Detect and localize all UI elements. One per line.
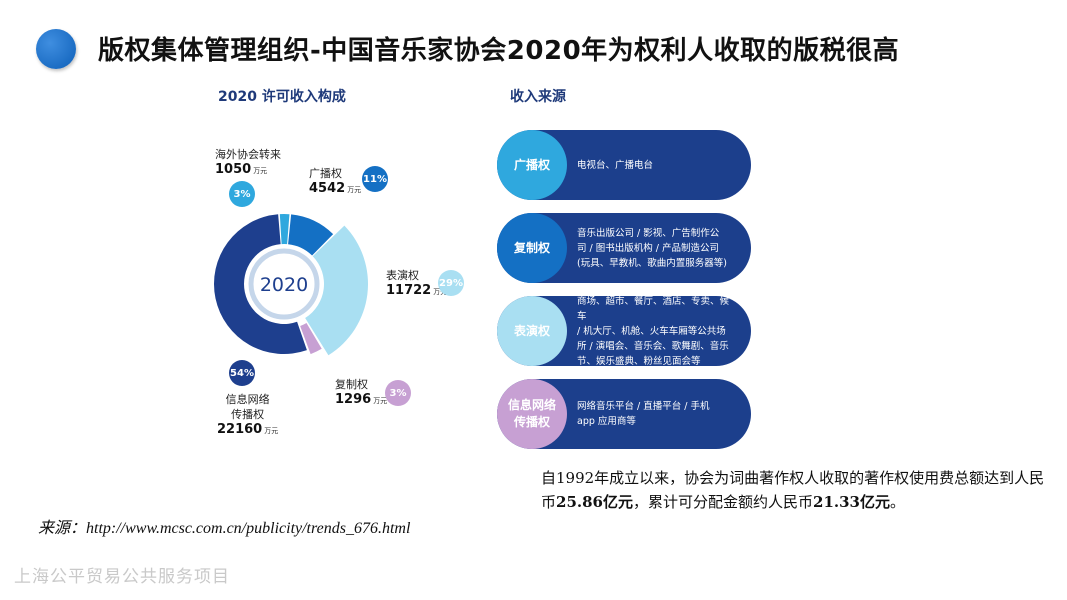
source-row-performance: 表演权 商场、超市、餐厅、酒店、专卖、候车 / 机大厅、机舱、火车车厢等公共场 … [497,295,751,367]
donut-chart: 2020 [213,214,368,356]
pie-slice [288,214,334,256]
label-broadcast-unit: 万元 [347,186,362,194]
source-network-name-2: 传播权 [513,415,550,429]
source-copy-line: (玩具、早教机、歌曲内置服务器等) [577,257,727,269]
label-overseas-name: 海外协会转来 [215,148,281,161]
footer-watermark: 上海公平贸易公共服务项目 [14,567,230,587]
source-copy-text: 音乐出版公司 / 影视、广告制作公 司 / 图书出版机构 / 产品制造公司 (玩… [577,213,737,283]
label-copy-unit: 万元 [373,397,388,405]
label-copy: 复制权 1296 万元 [335,377,387,409]
source-performance-line: / 机大厅、机舱、火车车厢等公共场 [577,325,726,337]
note-amount-distributable: 21.33亿元 [813,493,890,511]
note-mid: ，累计可分配金额约人民币 [633,493,814,511]
badge-copy: 3% [385,380,411,406]
source-performance-text: 商场、超市、餐厅、酒店、专卖、候车 / 机大厅、机舱、火车车厢等公共场 所 / … [577,295,737,367]
note-pre: 自1992年成立以来，协会为词曲著作权人收取的著作权使用费总额达到人民币 [541,469,1045,511]
source-broadcast-circle: 广播权 [497,130,567,200]
badge-broadcast: 11% [362,166,388,192]
label-overseas-value: 1050 [215,162,252,177]
source-citation: 来源：http://www.mcsc.com.cn/publicity/tren… [38,520,411,537]
label-broadcast: 广播权 4542 万元 [309,166,361,198]
label-network-name-1: 信息网络 [225,393,270,406]
source-row-network: 信息网络 传播权 网络音乐平台 / 直播平台 / 手机 app 应用商等 [497,379,751,449]
pie-slice [279,214,290,245]
label-broadcast-name: 广播权 [309,167,342,180]
label-broadcast-value: 4542 [309,181,346,196]
source-performance-line: 节、娱乐盛典、粉丝见面会等 [577,355,701,367]
donut-center-ring [248,248,320,320]
source-performance-line: 商场、超市、餐厅、酒店、专卖、候车 [577,295,730,322]
source-row-broadcast: 广播权 电视台、广播电台 [497,130,751,200]
label-network-value: 22160 [217,422,263,437]
pie-slice [300,322,322,355]
pie-slice [305,225,368,356]
donut-center-label: 2020 [260,274,308,296]
source-broadcast-line: 电视台、广播电台 [577,159,654,171]
label-performance-unit: 万元 [433,288,448,296]
source-network-line: 网络音乐平台 / 直播平台 / 手机 [577,401,710,412]
label-overseas: 海外协会转来 1050 万元 [215,147,281,179]
label-network: 信息网络 传播权 22160 万元 [217,392,278,439]
badge-network: 54% [229,360,255,386]
source-network-name-1: 信息网络 [507,398,556,412]
label-copy-value: 1296 [335,392,372,407]
source-network-circle: 信息网络 传播权 [497,379,567,449]
source-copy-line: 音乐出版公司 / 影视、广告制作公 [577,227,720,239]
source-performance-circle: 表演权 [497,296,567,366]
title-bullet-icon [36,29,76,69]
label-network-name-2: 传播权 [231,408,265,421]
source-row-copy: 复制权 音乐出版公司 / 影视、广告制作公 司 / 图书出版机构 / 产品制造公… [497,213,751,283]
source-broadcast-text: 电视台、广播电台 [577,130,737,200]
label-copy-name: 复制权 [335,378,368,391]
source-network-line: app 应用商等 [577,416,636,427]
note-post: 。 [890,493,906,511]
label-overseas-unit: 万元 [253,167,268,175]
label-performance-name: 表演权 [386,269,419,282]
summary-note: 自1992年成立以来，协会为词曲著作权人收取的著作权使用费总额达到人民币25.8… [541,466,1056,514]
badge-overseas: 3% [229,181,255,207]
label-performance: 表演权 11722 万元 [386,268,447,300]
source-copy-circle: 复制权 [497,213,567,283]
sources-title: 收入来源 [510,89,566,105]
source-performance-line: 所 / 演唱会、音乐会、歌舞剧、音乐 [577,340,729,352]
pie-slice [213,214,307,355]
source-network-text: 网络音乐平台 / 直播平台 / 手机 app 应用商等 [577,379,737,449]
label-performance-value: 11722 [386,283,432,298]
page-title: 版权集体管理组织-中国音乐家协会2020年为权利人收取的版税很高 [98,36,900,66]
source-copy-line: 司 / 图书出版机构 / 产品制造公司 [577,242,719,254]
note-amount-total: 25.86亿元 [556,493,633,511]
chart-title: 2020 许可收入构成 [218,89,346,105]
label-network-unit: 万元 [264,427,279,435]
badge-performance: 29% [438,270,464,296]
